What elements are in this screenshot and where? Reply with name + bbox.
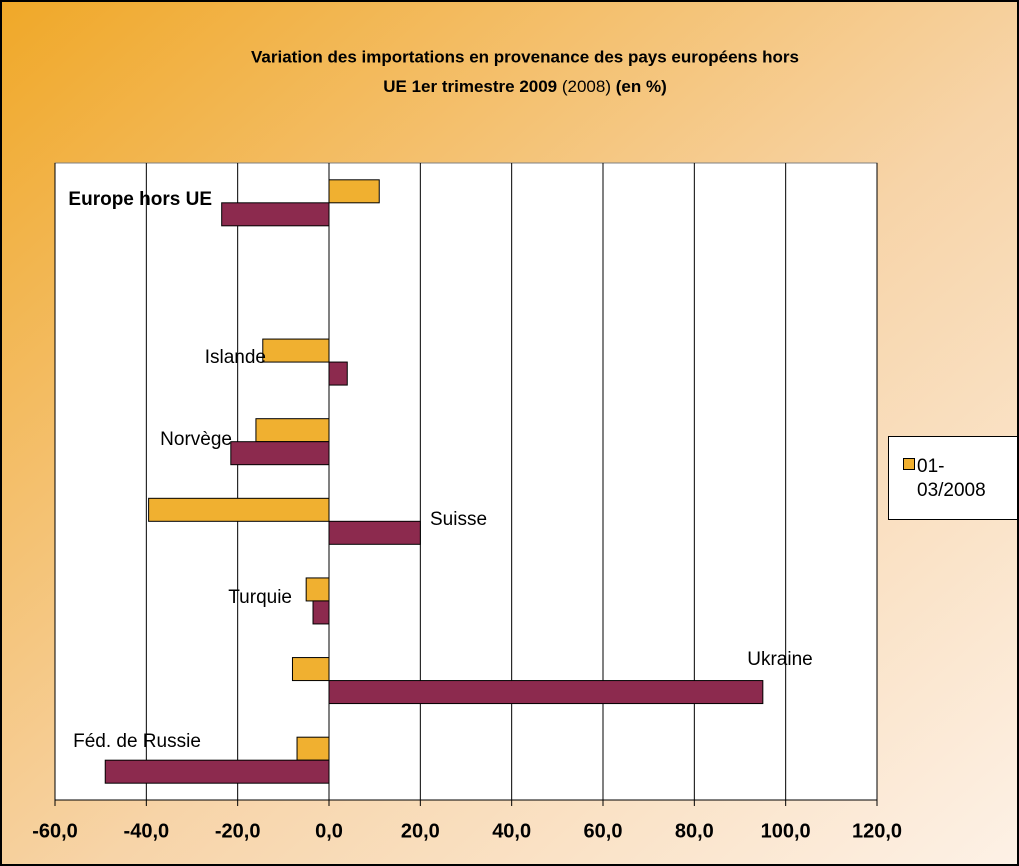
x-tick-label: 100,0	[761, 820, 811, 842]
category-label: Turquie	[228, 587, 292, 608]
x-tick-label: -60,0	[32, 820, 78, 842]
x-tick-label: 120,0	[852, 820, 902, 842]
x-tick-label: 40,0	[492, 820, 531, 842]
x-tick-label: 20,0	[401, 820, 440, 842]
bar	[328, 520, 421, 545]
legend-label: 01-03/2008	[917, 456, 986, 501]
chart-title: Variation des importations en provenance…	[251, 47, 799, 66]
bar	[328, 680, 764, 705]
bar	[230, 441, 330, 466]
x-tick-label: 80,0	[675, 820, 714, 842]
category-label: Ukraine	[747, 649, 812, 670]
chart-title: UE 1er trimestre 2009 (2008) (en %)	[383, 77, 667, 96]
bar	[328, 179, 380, 204]
bar	[291, 657, 330, 682]
legend: 01-03/2008	[888, 436, 1017, 520]
category-label: Islande	[205, 347, 266, 368]
x-tick-label: -20,0	[215, 820, 261, 842]
bar	[221, 202, 330, 227]
category-label: Europe hors UE	[68, 189, 212, 210]
bar	[305, 577, 330, 602]
plot-area	[54, 162, 878, 801]
title-part: (en %)	[611, 77, 667, 96]
bar	[296, 736, 330, 761]
bar	[328, 361, 348, 386]
bar	[312, 600, 330, 625]
category-label: Suisse	[430, 509, 487, 530]
x-tick-label: 0,0	[315, 820, 343, 842]
title-part: (2008)	[557, 77, 611, 96]
category-label: Norvège	[160, 429, 232, 450]
category-label: Féd. de Russie	[73, 731, 201, 752]
x-tick-label: 60,0	[584, 820, 623, 842]
bar	[104, 759, 330, 784]
bar	[255, 418, 330, 443]
bar	[148, 497, 330, 522]
bar	[262, 338, 330, 363]
title-part: UE 1er trimestre 2009	[383, 77, 557, 96]
legend-swatch	[903, 458, 915, 470]
x-tick-label: -40,0	[124, 820, 170, 842]
